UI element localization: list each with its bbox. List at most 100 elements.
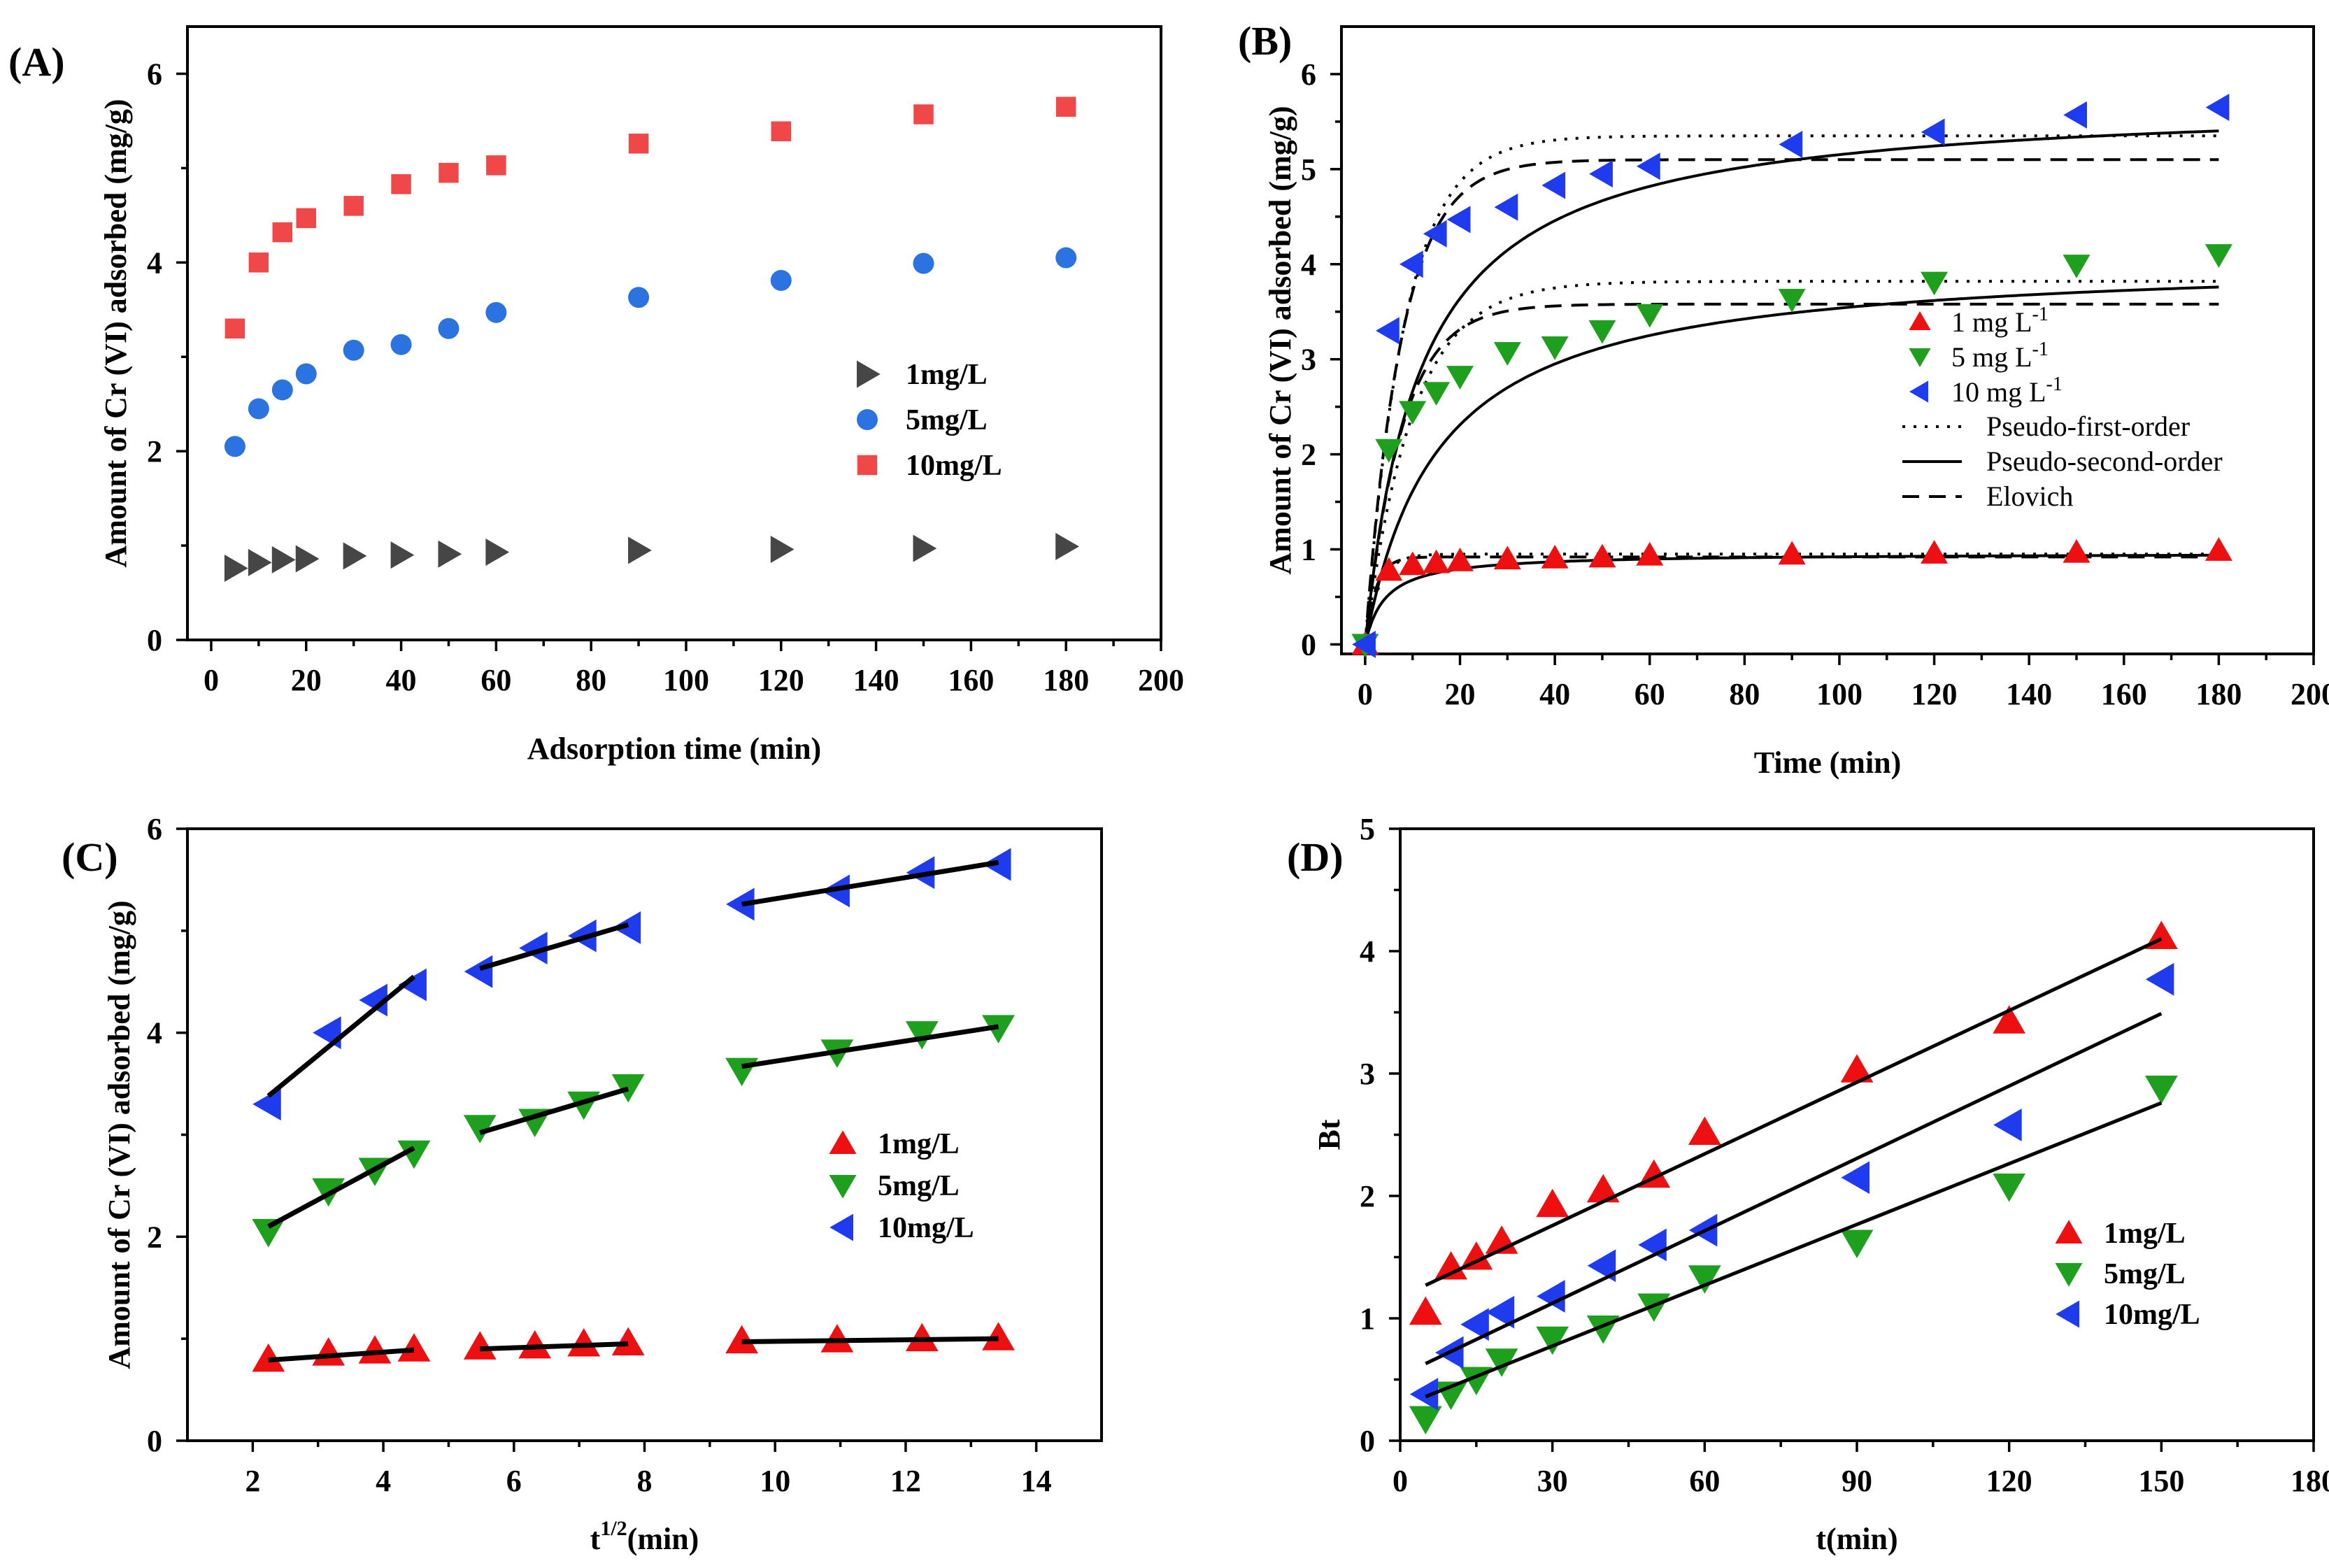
y-tick-label: 6 <box>1301 57 1316 92</box>
y-tick-label: 4 <box>147 245 162 280</box>
legend-label-sup: -1 <box>2032 304 2049 325</box>
data-point <box>1447 206 1471 233</box>
legend: 1 mg L-15 mg L-110 mg L-1Pseudo-first-or… <box>1902 304 2223 512</box>
legend-marker <box>857 455 878 476</box>
x-tick-label: 20 <box>1445 677 1476 711</box>
x-tick-label: 200 <box>2291 677 2329 711</box>
x-tick-label: 160 <box>2101 677 2147 711</box>
plot-frame <box>1400 829 2314 1441</box>
y-tick-label: 2 <box>147 1220 162 1254</box>
data-point <box>1495 194 1518 221</box>
x-tick-label: 2 <box>245 1464 260 1498</box>
y-tick-label: 3 <box>1301 343 1316 377</box>
data-point <box>612 1327 645 1356</box>
fit-line <box>1425 939 2161 1285</box>
legend-marker <box>1909 380 1928 402</box>
fit-line <box>269 976 414 1096</box>
series-5mg-l <box>1409 1076 2178 1434</box>
x-axis-title: t(min) <box>1816 1522 1897 1556</box>
x-tick-label: 0 <box>204 663 219 697</box>
legend-label-main: 5 mg L <box>1951 341 2032 373</box>
data-point <box>1423 550 1450 573</box>
legend-marker <box>1909 311 1930 330</box>
legend-label: 1mg/L <box>906 359 988 391</box>
data-point <box>1446 548 1474 571</box>
data-point <box>1588 320 1616 344</box>
data-point <box>1056 97 1076 117</box>
x-axis-title: Adsorption time (min) <box>527 732 821 766</box>
series-1mg-l <box>252 1322 1015 1371</box>
legend-label-main: 1mg/L <box>2104 1218 2186 1250</box>
y-axis-title: Bt <box>1312 1119 1346 1150</box>
panel-label: (C) <box>62 834 118 880</box>
data-point <box>1494 342 1521 366</box>
x-tick-label: 12 <box>890 1464 921 1498</box>
legend-label: 10 mg L-1 <box>1951 373 2063 408</box>
data-point <box>1446 366 1474 390</box>
legend-label-main: 1 mg L <box>1951 306 2032 338</box>
data-point <box>272 546 296 573</box>
legend-label-main: 10 mg L <box>1951 376 2046 408</box>
data-point <box>1688 1117 1721 1146</box>
data-point <box>567 1328 600 1357</box>
panel-label: (B) <box>1238 18 1292 64</box>
data-point <box>485 539 509 566</box>
y-tick-label: 2 <box>1301 438 1316 472</box>
x-axis-title: t1/2(min) <box>590 1517 699 1556</box>
data-point <box>391 541 415 569</box>
data-point <box>252 1219 285 1248</box>
data-point <box>913 535 936 562</box>
fit-line <box>269 1148 414 1226</box>
x-tick-label: 40 <box>1539 677 1570 711</box>
y-tick-label: 1 <box>1360 1302 1375 1336</box>
legend: 1mg/L 5mg/L 10mg/L <box>829 1128 974 1244</box>
x-tick-label: 120 <box>1986 1464 2032 1498</box>
data-point <box>391 174 411 194</box>
data-point <box>2205 244 2232 268</box>
data-point <box>439 163 459 183</box>
y-tick-label: 0 <box>147 1424 162 1458</box>
legend-marker <box>2056 1220 2083 1243</box>
data-point <box>1536 1189 1569 1218</box>
fit-curve-dotted <box>1365 136 2218 644</box>
data-point <box>771 270 792 291</box>
fit-line <box>480 925 628 969</box>
data-point <box>297 208 317 229</box>
data-point <box>248 398 269 419</box>
y-tick-label: 0 <box>1301 627 1316 662</box>
data-point <box>1375 439 1402 463</box>
x-tick-label: 6 <box>506 1464 522 1498</box>
data-point <box>343 542 367 569</box>
data-point <box>1399 250 1423 278</box>
legend-label: 10mg/L <box>906 450 1002 482</box>
fit-curve-solid <box>1365 131 2218 644</box>
y-tick-label: 4 <box>1301 248 1316 282</box>
data-point <box>725 1058 758 1087</box>
data-point <box>273 222 293 243</box>
legend: 1mg/L 5mg/L 10mg/L <box>857 359 1002 482</box>
legend-label-main: 1mg/L <box>906 359 988 391</box>
data-point <box>1921 540 1948 564</box>
data-point <box>913 104 934 124</box>
y-tick-label: 3 <box>1360 1057 1375 1091</box>
panel-label: (D) <box>1287 834 1344 880</box>
fit-line <box>742 1027 999 1067</box>
y-tick-label: 4 <box>1360 934 1375 969</box>
data-point <box>391 334 412 355</box>
data-point <box>629 134 649 154</box>
data-point <box>313 1016 341 1049</box>
legend-marker <box>857 409 878 430</box>
legend-label: 5 mg L-1 <box>1951 338 2049 373</box>
panel-d: (D) 0 30 60 90 120 150 180 0 1 2 3 4 5 t(min) Bt 1mg/L 5m… <box>1287 812 2329 1556</box>
x-tick-label: 180 <box>2195 677 2242 711</box>
fit-line <box>480 1089 628 1133</box>
data-point <box>628 287 649 308</box>
x-tick-label: 4 <box>376 1464 391 1498</box>
y-tick-label: 1 <box>1301 533 1316 567</box>
series-10mg-l <box>225 97 1076 338</box>
data-point <box>982 1322 1015 1350</box>
x-axis-title-main: t <box>590 1522 601 1556</box>
legend-label-main: 10mg/L <box>906 450 1002 482</box>
data-point <box>2063 255 2090 278</box>
data-point <box>1841 1230 1874 1259</box>
